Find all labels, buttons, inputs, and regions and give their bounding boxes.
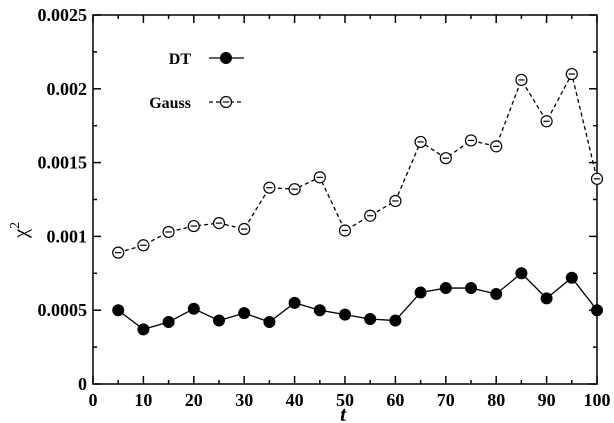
data-point <box>565 67 578 81</box>
data-point <box>590 172 604 185</box>
legend-label: Gauss <box>149 95 191 112</box>
legend-label: DT <box>169 51 192 68</box>
x-tick-label: 60 <box>386 390 404 410</box>
y-axis-title-superscript: 2 <box>8 222 23 229</box>
data-point <box>540 292 553 305</box>
y-axis-ticks: 0 0.0005 0.001 0.0015 0.002 0.0025 <box>38 5 597 394</box>
data-point <box>288 296 301 309</box>
x-tick-label: 70 <box>437 390 455 410</box>
data-point <box>439 282 452 295</box>
series-gauss <box>112 67 604 259</box>
x-axis-title: t <box>340 402 347 423</box>
data-point <box>212 217 226 230</box>
data-point <box>313 171 326 184</box>
x-tick-label: 80 <box>487 390 505 410</box>
x-tick-label: 90 <box>538 390 556 410</box>
series-layer <box>112 67 604 336</box>
data-point <box>112 246 125 259</box>
data-point <box>465 282 477 295</box>
data-point <box>464 134 478 147</box>
data-point <box>439 152 452 165</box>
x-tick-label: 20 <box>185 390 203 410</box>
x-axis-ticks: 0 10 20 30 40 50 60 70 80 90 100 <box>89 15 611 410</box>
x-tick-label: 30 <box>235 390 253 410</box>
x-tick-label: 100 <box>584 390 611 410</box>
data-point <box>288 183 301 196</box>
data-point <box>213 314 225 327</box>
data-point <box>187 219 200 233</box>
data-point <box>263 316 276 329</box>
data-point <box>389 194 402 208</box>
data-point <box>565 271 578 284</box>
x-tick-label: 0 <box>89 390 98 410</box>
plot-frame <box>92 14 598 385</box>
data-point <box>162 225 175 239</box>
legend-item-dt: DT <box>169 51 244 68</box>
data-point <box>238 222 251 236</box>
data-point <box>490 140 503 153</box>
legend-marker <box>219 95 233 109</box>
y-tick-label: 0.0025 <box>38 5 88 25</box>
data-point <box>414 135 427 149</box>
data-point <box>364 313 377 326</box>
data-point <box>313 304 326 317</box>
legend-item-gauss: Gauss <box>149 95 244 112</box>
data-point <box>540 115 553 128</box>
legend-marker <box>220 52 232 64</box>
y-tick-label: 0.001 <box>47 226 88 246</box>
y-axis-title-symbol: χ <box>8 228 32 239</box>
y-tick-label: 0 <box>78 374 87 394</box>
data-point <box>339 308 351 321</box>
series-dt <box>112 267 603 336</box>
y-tick-label: 0.0015 <box>38 153 88 173</box>
data-point <box>414 286 427 299</box>
data-point <box>364 209 377 222</box>
x-tick-label: 40 <box>286 390 304 410</box>
data-point <box>137 323 150 336</box>
y-axis-title: χ2 <box>8 222 32 239</box>
data-point <box>338 224 352 237</box>
data-point <box>515 73 528 87</box>
plot-area-border <box>92 14 598 385</box>
y-tick-label: 0.0005 <box>38 300 88 320</box>
series-line <box>117 272 598 331</box>
data-point <box>490 287 503 300</box>
data-point <box>187 302 200 315</box>
data-point <box>238 307 251 320</box>
data-point <box>515 267 528 280</box>
data-point <box>263 181 276 194</box>
data-point <box>389 314 402 327</box>
data-point <box>162 316 175 329</box>
legend: DT Gauss <box>149 51 244 112</box>
data-point <box>591 304 603 317</box>
x-tick-label: 50 <box>336 390 354 410</box>
x-tick-label: 10 <box>134 390 152 410</box>
data-point <box>112 304 125 317</box>
y-tick-label: 0.002 <box>47 79 88 99</box>
data-point <box>137 239 150 252</box>
